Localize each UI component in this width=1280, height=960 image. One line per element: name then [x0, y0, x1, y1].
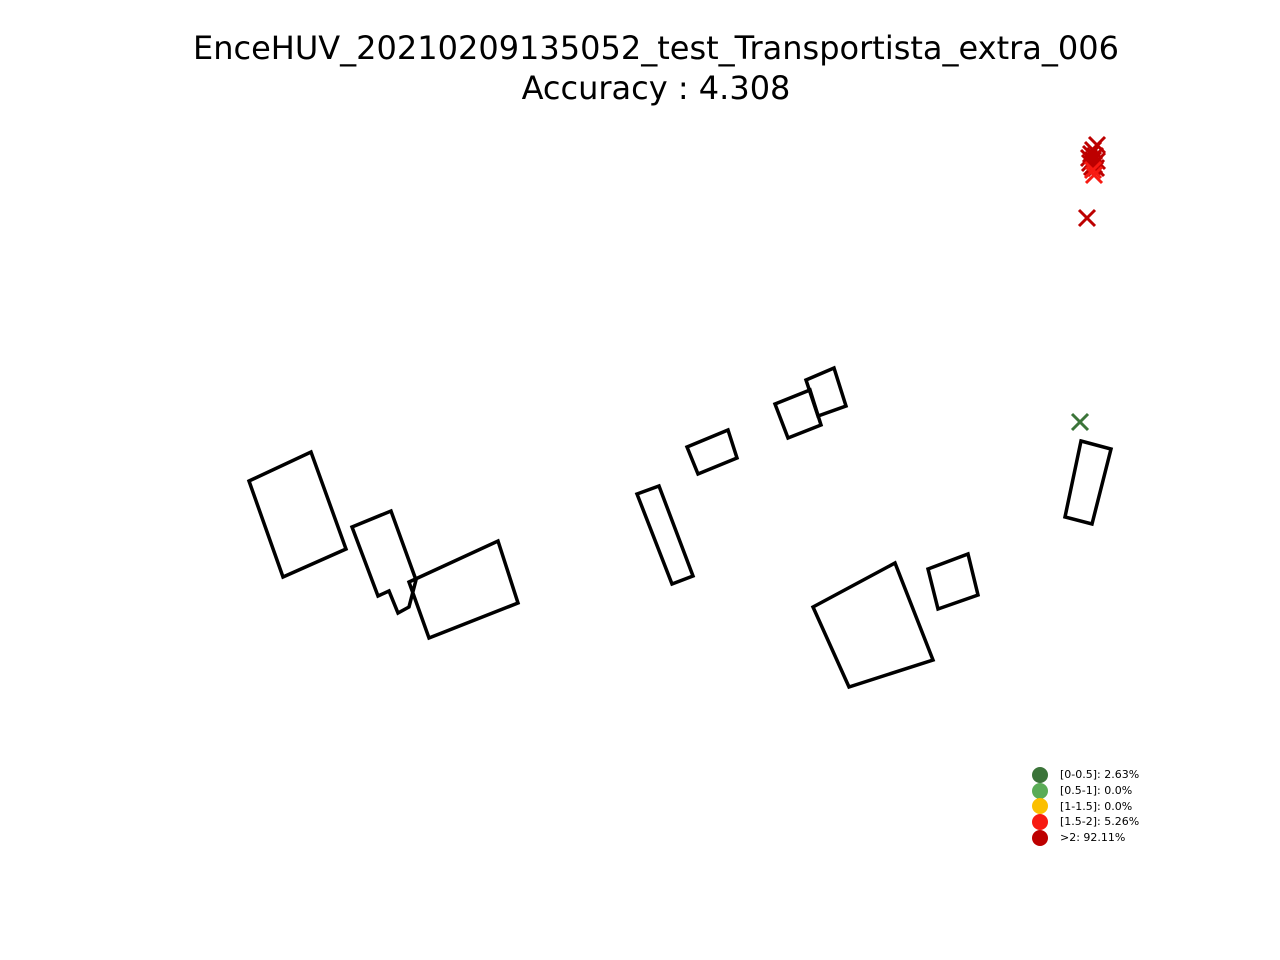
legend-item: [0-0.5]: 2.63%: [1032, 766, 1140, 783]
legend-label: [0.5-1]: 0.0%: [1060, 784, 1133, 798]
building-10: [925, 551, 981, 612]
building-5: [684, 427, 740, 477]
obstacles-layer: [246, 365, 1114, 690]
marker-point: [1077, 208, 1097, 228]
legend-label: [1-1.5]: 0.0%: [1060, 799, 1133, 813]
legend-dot-icon: [1032, 782, 1048, 799]
legend-label: >2: 92.11%: [1060, 831, 1126, 845]
chart-title: EnceHUV_20210209135052_test_Transportist…: [193, 29, 1119, 67]
building-4: [634, 483, 696, 587]
marker-point: [1083, 160, 1103, 180]
legend-dot-icon: [1032, 766, 1048, 783]
legend-item: [1.5-2]: 5.26%: [1032, 813, 1140, 830]
legend: [0-0.5]: 2.63% [0.5-1]: 0.0% [1-1.5]: 0.0%…: [1032, 766, 1140, 846]
marker-point: [1070, 412, 1090, 432]
legend-dot-icon: [1032, 829, 1048, 846]
legend-item: [0.5-1]: 0.0%: [1032, 782, 1139, 799]
legend-label: [0-0.5]: 2.63%: [1060, 768, 1140, 782]
markers-layer: [1070, 135, 1107, 432]
building-6: [772, 387, 824, 441]
building-3: [406, 538, 521, 641]
legend-item: [1-1.5]: 0.0%: [1032, 798, 1139, 815]
building-7: [803, 365, 849, 419]
building-8: [1062, 438, 1114, 527]
legend-label: [1.5-2]: 5.26%: [1060, 815, 1140, 829]
building-2: [349, 508, 418, 616]
marker-point: [1084, 165, 1104, 185]
legend-item: >2: 92.11%: [1032, 829, 1139, 846]
legend-dot-icon: [1032, 813, 1048, 830]
chart-subtitle: Accuracy : 4.308: [521, 69, 791, 107]
building-9: [810, 560, 936, 690]
building-1: [246, 449, 349, 580]
legend-dot-icon: [1032, 798, 1048, 815]
